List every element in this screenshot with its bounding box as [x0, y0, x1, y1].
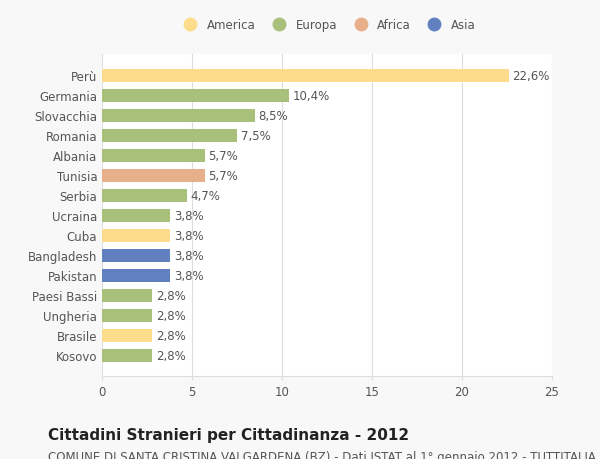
- Text: 4,7%: 4,7%: [190, 189, 220, 202]
- Text: 5,7%: 5,7%: [208, 169, 238, 182]
- Bar: [102, 249, 170, 262]
- Text: 7,5%: 7,5%: [241, 129, 271, 142]
- Text: Cittadini Stranieri per Cittadinanza - 2012: Cittadini Stranieri per Cittadinanza - 2…: [48, 427, 409, 442]
- Text: 2,8%: 2,8%: [156, 349, 186, 362]
- Text: 3,8%: 3,8%: [174, 249, 203, 262]
- Bar: [102, 150, 205, 162]
- Bar: [102, 329, 152, 342]
- Bar: [102, 269, 170, 282]
- Text: 2,8%: 2,8%: [156, 309, 186, 322]
- Text: 10,4%: 10,4%: [293, 90, 330, 103]
- Bar: [102, 289, 152, 302]
- Legend: America, Europa, Africa, Asia: America, Europa, Africa, Asia: [178, 19, 476, 32]
- Text: 3,8%: 3,8%: [174, 269, 203, 282]
- Text: 5,7%: 5,7%: [208, 150, 238, 162]
- Text: 2,8%: 2,8%: [156, 289, 186, 302]
- Bar: [102, 129, 237, 142]
- Text: 22,6%: 22,6%: [512, 70, 550, 83]
- Bar: [102, 189, 187, 202]
- Text: 3,8%: 3,8%: [174, 229, 203, 242]
- Text: 8,5%: 8,5%: [259, 110, 288, 123]
- Bar: [102, 349, 152, 362]
- Bar: [102, 229, 170, 242]
- Bar: [102, 90, 289, 102]
- Text: 2,8%: 2,8%: [156, 329, 186, 342]
- Text: COMUNE DI SANTA CRISTINA VALGARDENA (BZ) - Dati ISTAT al 1° gennaio 2012 - TUTTI: COMUNE DI SANTA CRISTINA VALGARDENA (BZ)…: [48, 450, 600, 459]
- Bar: [102, 309, 152, 322]
- Bar: [102, 209, 170, 222]
- Text: 3,8%: 3,8%: [174, 209, 203, 222]
- Bar: [102, 169, 205, 182]
- Bar: [102, 110, 255, 123]
- Bar: [102, 70, 509, 83]
